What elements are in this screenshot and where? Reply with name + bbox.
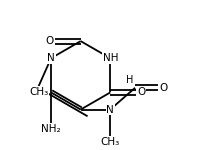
- Text: O: O: [137, 87, 146, 98]
- Text: NH₂: NH₂: [41, 124, 61, 134]
- Text: N: N: [47, 53, 55, 63]
- Text: CH₃: CH₃: [29, 87, 48, 97]
- Text: NH: NH: [103, 53, 118, 63]
- Text: CH₃: CH₃: [101, 137, 120, 147]
- Text: N: N: [106, 105, 114, 115]
- Text: O: O: [46, 36, 54, 46]
- Text: O: O: [159, 83, 167, 93]
- Text: H: H: [126, 75, 134, 85]
